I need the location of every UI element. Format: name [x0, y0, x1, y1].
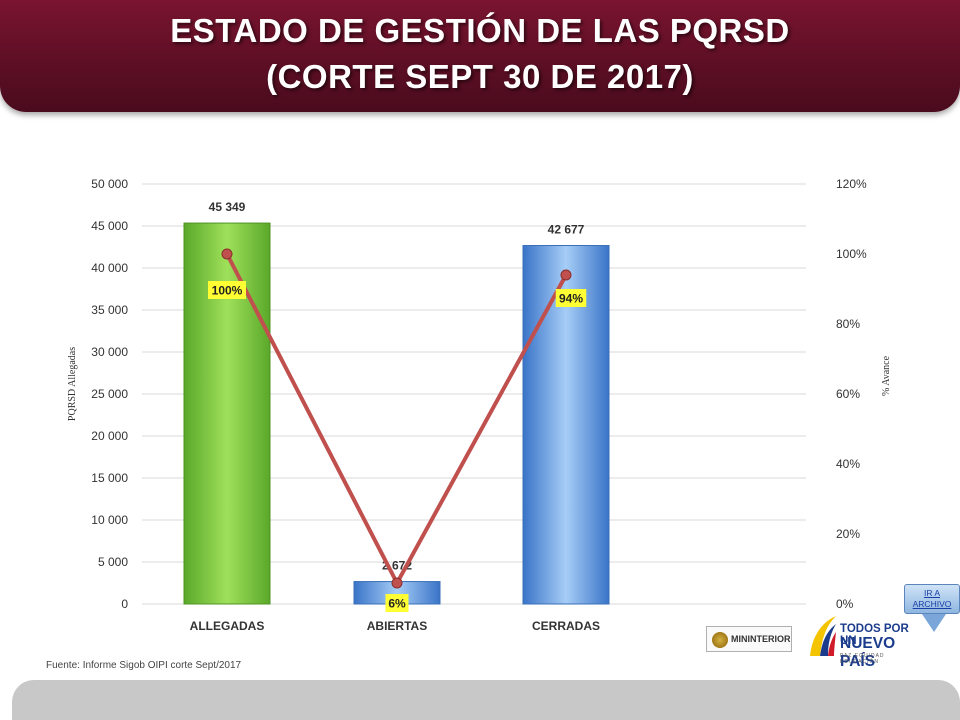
bar-value-label: 45 349 — [209, 200, 246, 214]
ir-a-archivo-button[interactable]: IR A ARCHIVO — [904, 584, 960, 636]
page-title: ESTADO DE GESTIÓN DE LAS PQRSD — [170, 12, 790, 49]
y2-tick-label: 120% — [836, 177, 867, 191]
y2-tick-label: 100% — [836, 247, 867, 261]
y-tick-label: 0 — [121, 597, 128, 611]
y2-tick-label: 0% — [836, 597, 854, 611]
avance-point — [560, 269, 572, 281]
category-label: CERRADAS — [532, 619, 600, 633]
y-tick-label: 25 000 — [91, 387, 128, 401]
ir-a-label-line2: ARCHIVO — [912, 599, 952, 609]
nuevo-pais-line2: NUEVO PAÍS — [840, 635, 896, 670]
y-tick-label: 30 000 — [91, 345, 128, 359]
nuevo-pais-tagline: PAZ EQUIDAD EDUCACIÓN — [840, 653, 885, 665]
y-tick-label: 40 000 — [91, 261, 128, 275]
bar-allegadas — [183, 222, 271, 605]
avance-point — [391, 577, 403, 589]
avance-point — [221, 248, 233, 260]
coat-of-arms-icon — [712, 632, 728, 648]
avance-label-bg — [385, 594, 409, 612]
nuevo-pais-line1: TODOS POR UN — [840, 623, 909, 647]
flag-swoosh-icon — [810, 616, 836, 656]
y2-tick-label: 20% — [836, 527, 860, 541]
ir-a-archivo-label: IR A ARCHIVO — [904, 584, 960, 614]
y-tick-label: 15 000 — [91, 471, 128, 485]
footer-bar — [12, 680, 960, 720]
y-tick-label: 20 000 — [91, 429, 128, 443]
avance-label-bg — [555, 289, 587, 307]
avance-line — [225, 253, 568, 585]
avance-label: 94% — [559, 292, 583, 306]
category-label: ALLEGADAS — [190, 619, 265, 633]
page-subtitle: (CORTE SEPT 30 DE 2017) — [266, 58, 694, 95]
y2-tick-label: 80% — [836, 317, 860, 331]
avance-label-bg — [208, 281, 246, 299]
y-tick-label: 45 000 — [91, 219, 128, 233]
category-label: ABIERTAS — [367, 619, 427, 633]
y-tick-label: 35 000 — [91, 303, 128, 317]
avance-label: 100% — [212, 284, 243, 298]
nuevo-pais-logo: TODOS POR UN NUEVO PAÍS PAZ EQUIDAD EDUC… — [806, 612, 910, 670]
avance-label: 6% — [388, 597, 406, 611]
ir-a-label-line1: IR A — [923, 588, 941, 598]
y-tick-label: 10 000 — [91, 513, 128, 527]
bar-value-label: 42 677 — [548, 223, 585, 237]
arrow-down-icon — [922, 614, 946, 632]
title-banner: ESTADO DE GESTIÓN DE LAS PQRSD (CORTE SE… — [0, 0, 960, 112]
source-note: Fuente: Informe Sigob OIPI corte Sept/20… — [46, 660, 242, 671]
y2-axis-title: % Avance — [881, 355, 892, 396]
y2-tick-label: 40% — [836, 457, 860, 471]
mininterior-text: MININTERIOR — [731, 634, 791, 644]
y-axis-title: PQRSD Allegadas — [67, 347, 78, 421]
y-tick-label: 5 000 — [98, 555, 128, 569]
mininterior-logo: MININTERIOR — [706, 626, 792, 652]
y-tick-label: 50 000 — [91, 177, 128, 191]
y2-tick-label: 60% — [836, 387, 860, 401]
pqrsd-chart: 0 5 000 10 000 15 000 20 000 25 000 30 000 35 0… — [67, 177, 892, 633]
